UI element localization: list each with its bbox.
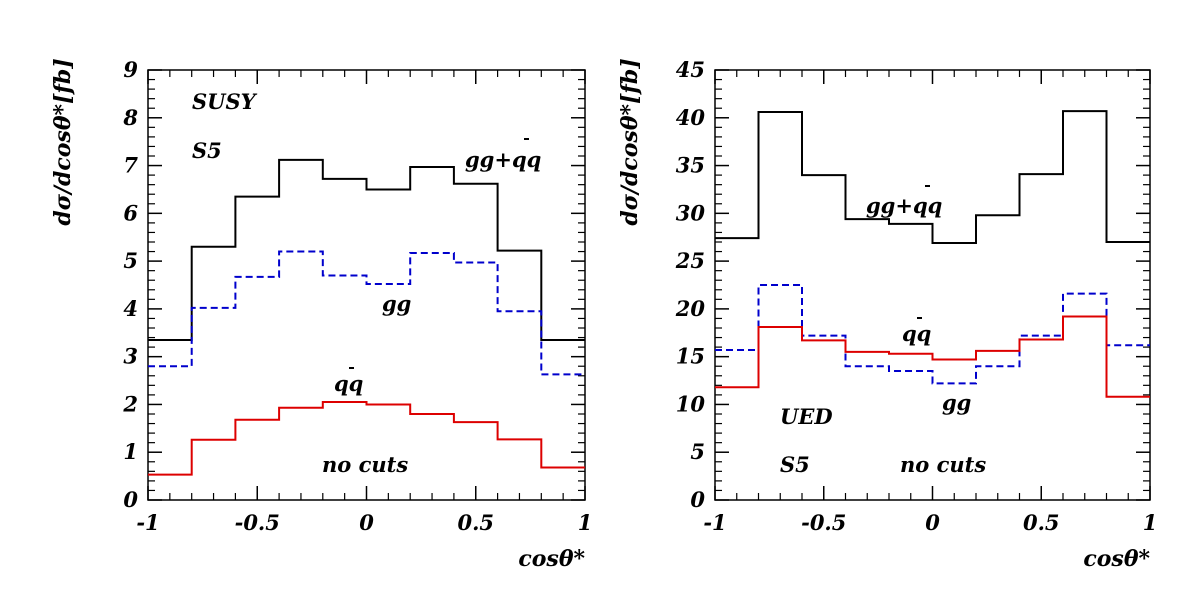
- axis-ticks: [147, 69, 586, 501]
- model-label: UED: [780, 404, 833, 429]
- point-label: S5: [780, 452, 810, 477]
- y-tick-label: 8: [122, 105, 138, 130]
- y-tick-labels: 0 1 2 3 4 5 6 7 8 9: [122, 57, 138, 512]
- y-axis-title-text: dσ/dcosθ*[fb]: [617, 58, 643, 225]
- series-line-qq: [715, 315, 1150, 398]
- y-tick-label: 4: [123, 296, 138, 321]
- y-tick-label: 6: [123, 200, 138, 225]
- x-tick-label: -1: [136, 510, 159, 535]
- model-label: SUSY: [192, 89, 258, 114]
- gg-label: gg: [942, 390, 971, 415]
- cuts-label: no cuts: [322, 452, 408, 477]
- point-label: S5: [192, 138, 222, 163]
- qq-label: qq: [902, 321, 931, 346]
- x-tick-label: 1: [1143, 510, 1158, 535]
- y-tick-label: 35: [676, 153, 705, 178]
- cuts-label: no cuts: [900, 452, 986, 477]
- y-tick-label: 5: [123, 248, 138, 273]
- y-tick-label: 0: [123, 487, 138, 512]
- y-axis-title-text: dσ/dcosθ*[fb]: [50, 58, 76, 225]
- y-tick-label: 15: [676, 344, 705, 369]
- y-tick-label: 25: [675, 248, 705, 273]
- y-tick-label: 3: [123, 344, 138, 369]
- x-tick-label: 0: [359, 510, 374, 535]
- series-line-gg: [148, 250, 585, 376]
- qq-label: qq: [334, 371, 363, 396]
- x-tick-labels: -1 -0.5 0 0.5 1: [136, 510, 592, 535]
- ued-panel: 0 5 10 15 20 25 30 35 40 45 -1 -0.5 0 0.5 1 dσ/dcosθ*…: [617, 57, 1157, 572]
- x-tick-label: 0: [925, 510, 940, 535]
- y-tick-label: 0: [690, 487, 705, 512]
- total-label: gg+qq: [866, 193, 942, 218]
- y-tick-label: 20: [675, 296, 706, 321]
- series-line-total: [715, 110, 1150, 244]
- x-tick-label: 0.5: [457, 510, 494, 535]
- y-tick-label: 5: [690, 439, 705, 464]
- series-line-qq: [148, 401, 585, 476]
- y-tick-label: 45: [676, 57, 705, 82]
- gg-label: gg: [382, 291, 411, 316]
- x-tick-label: -0.5: [235, 510, 280, 535]
- x-tick-label: 0.5: [1023, 510, 1060, 535]
- series-line-total: [148, 158, 585, 341]
- y-tick-label: 30: [676, 200, 706, 225]
- y-axis-title: dσ/dcosθ*[fb]: [617, 58, 643, 225]
- series-line-gg: [715, 284, 1150, 385]
- x-tick-label: -0.5: [801, 510, 846, 535]
- series-group: [148, 158, 585, 476]
- x-axis-title: cosθ*: [1083, 546, 1150, 572]
- axis-ticks: [714, 69, 1151, 501]
- y-tick-label: 2: [122, 391, 138, 416]
- y-tick-label: 1: [123, 439, 138, 464]
- y-axis-title: dσ/dcosθ*[fb]: [50, 58, 76, 225]
- series-group: [715, 110, 1150, 398]
- x-axis-title: cosθ*: [518, 546, 585, 572]
- y-tick-label: 10: [676, 391, 706, 416]
- y-tick-label: 40: [676, 105, 706, 130]
- y-tick-label: 9: [123, 57, 138, 82]
- y-tick-label: 7: [123, 153, 138, 178]
- total-label: gg+qq: [465, 147, 541, 172]
- x-tick-labels: -1 -0.5 0 0.5 1: [703, 510, 1157, 535]
- plot-frame: [714, 69, 1151, 501]
- x-tick-label: -1: [703, 510, 726, 535]
- x-tick-label: 1: [578, 510, 593, 535]
- susy-panel: 0 1 2 3 4 5 6 7 8 9 -1 -0.5 0 0.5 1 dσ/dcosθ*[fb] cos…: [50, 57, 592, 572]
- y-tick-labels: 0 5 10 15 20 25 30 35 40 45: [675, 57, 706, 512]
